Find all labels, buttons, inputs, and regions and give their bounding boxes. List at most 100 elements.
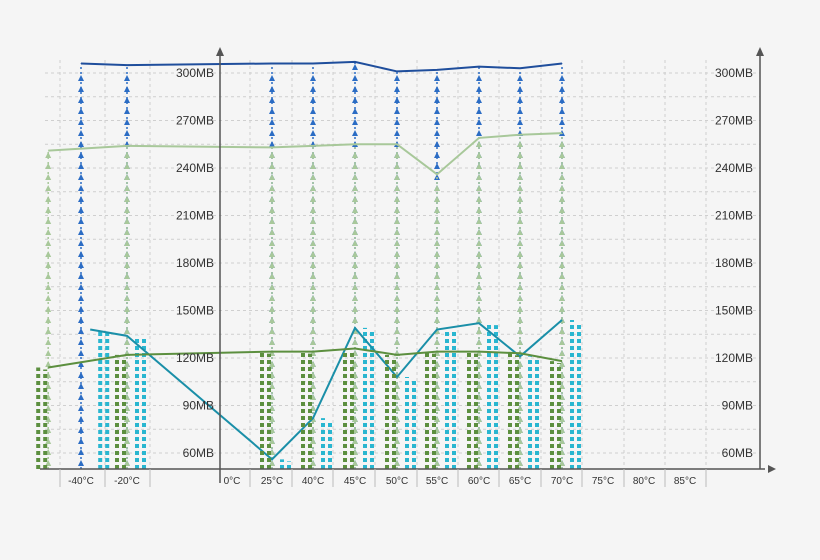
arrow-head — [434, 119, 440, 125]
arrow-head — [517, 383, 523, 389]
arrow-head — [310, 295, 316, 301]
arrow-head — [394, 196, 400, 202]
arrow-head — [559, 339, 565, 345]
arrow-head — [269, 163, 275, 169]
arrow-head — [352, 130, 358, 136]
x-tick-label: 50°C — [386, 476, 408, 487]
arrow-head — [78, 350, 84, 356]
y-tick-label-left: 210MB — [176, 209, 214, 223]
arrow-head — [476, 86, 482, 92]
arrow-head — [352, 229, 358, 235]
x-tick-label: 45°C — [344, 476, 366, 487]
arrow-head — [45, 328, 52, 334]
arrow-head — [269, 207, 275, 213]
arrow-head — [269, 141, 275, 147]
arrow-head — [124, 229, 130, 235]
arrow-head — [517, 229, 523, 235]
arrow-head — [124, 130, 130, 136]
y-tick-label-left: 60MB — [183, 446, 214, 460]
arrow-head — [45, 207, 52, 213]
arrow-head — [124, 416, 130, 422]
series-line — [90, 319, 563, 461]
arrow-head — [517, 207, 523, 213]
arrow-head — [476, 207, 482, 213]
arrow-head — [310, 185, 316, 191]
arrow-head — [45, 218, 52, 224]
arrow-head — [352, 108, 358, 114]
arrow-head — [78, 251, 84, 257]
arrow-head — [394, 339, 400, 345]
arrow-head — [517, 86, 523, 92]
arrow-head — [78, 317, 84, 323]
x-tick-label: 0°C — [224, 476, 241, 487]
y-tick-label-right: 90MB — [722, 399, 753, 413]
arrow-head — [310, 218, 316, 224]
arrow-head — [45, 251, 52, 257]
arrow-head — [434, 196, 440, 202]
y-tick-label-right: 60MB — [722, 446, 753, 460]
arrow-head — [78, 229, 84, 235]
arrow-head — [78, 284, 84, 290]
arrow-head — [476, 174, 482, 180]
arrow-head — [559, 119, 565, 125]
arrow-head — [45, 295, 52, 301]
arrow-head — [559, 416, 565, 422]
arrow-head — [269, 416, 275, 422]
arrow-head — [45, 229, 52, 235]
arrow-head — [559, 130, 565, 136]
arrow-head — [434, 75, 440, 81]
arrow-head — [45, 174, 52, 180]
arrow-head — [78, 108, 84, 114]
arrow-head — [559, 438, 565, 444]
arrow-head — [269, 460, 275, 466]
y-tick-label-right: 270MB — [715, 114, 753, 128]
series-line — [48, 347, 563, 369]
arrow-head — [310, 460, 316, 466]
arrow-head — [124, 438, 130, 444]
arrow-head — [476, 152, 482, 158]
arrow-head — [559, 229, 565, 235]
arrow-head — [310, 273, 316, 279]
arrow-head — [394, 295, 400, 301]
arrow-head — [124, 207, 130, 213]
arrow-head — [559, 75, 565, 81]
arrow-head — [394, 273, 400, 279]
arrow-head — [124, 108, 130, 114]
arrow-head — [476, 251, 482, 257]
arrow-head — [310, 119, 316, 125]
arrow-head — [124, 328, 130, 334]
arrow-head — [45, 339, 52, 345]
arrow-head — [559, 196, 565, 202]
arrow-head — [45, 350, 52, 356]
arrow-head — [45, 163, 52, 169]
arrow-head — [78, 185, 84, 191]
x-tick-label: 65°C — [509, 476, 531, 487]
arrow-head — [394, 119, 400, 125]
arrow-head — [476, 328, 482, 334]
axes — [40, 47, 776, 487]
arrow-head — [269, 86, 275, 92]
arrow-head — [310, 229, 316, 235]
arrow-head — [269, 196, 275, 202]
arrow-head — [269, 108, 275, 114]
arrow-head — [269, 306, 275, 312]
arrow-head — [269, 339, 275, 345]
arrow-head — [78, 152, 84, 158]
x-tick-label: 55°C — [426, 476, 448, 487]
arrow-head — [45, 317, 52, 323]
arrow-head — [434, 207, 440, 213]
arrow-head — [78, 130, 84, 136]
arrow-head — [78, 119, 84, 125]
arrow-head — [476, 97, 482, 103]
arrow-head — [559, 218, 565, 224]
arrow-head — [394, 284, 400, 290]
arrow-head — [269, 251, 275, 257]
arrow-head — [559, 240, 565, 246]
arrow-head — [434, 152, 440, 158]
arrow-head — [310, 361, 316, 367]
arrow-head — [476, 262, 482, 268]
arrow-head — [476, 185, 482, 191]
x-tick-label: 60°C — [468, 476, 490, 487]
arrow-head — [124, 218, 130, 224]
